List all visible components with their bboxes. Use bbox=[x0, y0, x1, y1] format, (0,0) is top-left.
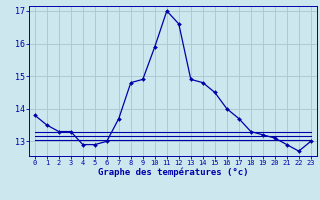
X-axis label: Graphe des températures (°c): Graphe des températures (°c) bbox=[98, 168, 248, 177]
